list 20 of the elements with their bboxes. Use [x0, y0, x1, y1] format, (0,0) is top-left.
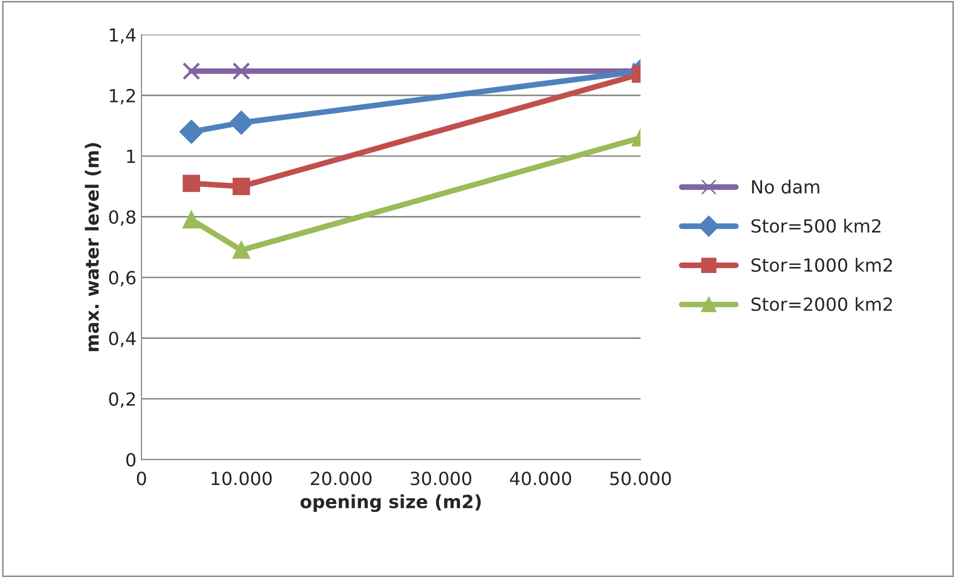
- y-tick-label: 1,2: [110, 88, 135, 104]
- legend-label: Stor=500 km2: [752, 218, 880, 233]
- x-tick-label: 50.000: [610, 472, 671, 486]
- y-tick-label: 0,2: [109, 392, 135, 408]
- x-tick-label: 40.000: [510, 472, 572, 486]
- y-tick-label: 0: [126, 452, 136, 467]
- y-tick-label: 1: [127, 150, 135, 163]
- x-tick-label: 30.000: [410, 472, 472, 486]
- x-tick-label: 20.000: [310, 472, 372, 486]
- legend-label: No dam: [752, 180, 820, 194]
- y-axis-title: max. water level (m): [84, 143, 101, 352]
- x-axis-title: opening size (m2): [300, 494, 481, 512]
- x-tick-label: 0: [136, 472, 146, 486]
- legend-label: Stor=2000 km2: [752, 297, 892, 312]
- x-tick-label: 10.000: [212, 472, 272, 486]
- y-tick-label: 0,6: [109, 270, 136, 286]
- legend-label: Stor=1000 km2: [752, 258, 892, 272]
- y-tick-label: 1,4: [110, 28, 136, 44]
- y-tick-label: 0,8: [109, 210, 136, 226]
- y-tick-label: 0,4: [109, 332, 136, 348]
